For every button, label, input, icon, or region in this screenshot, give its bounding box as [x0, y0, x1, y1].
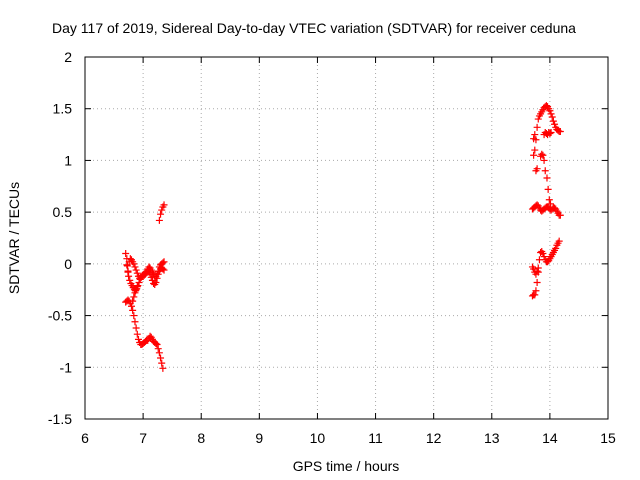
- data-point: [130, 260, 138, 268]
- data-point: [541, 167, 549, 175]
- data-point: [132, 286, 140, 294]
- data-point: [154, 345, 162, 353]
- y-tick-label: 0.5: [53, 204, 73, 220]
- data-point: [124, 267, 132, 275]
- data-point: [160, 266, 168, 274]
- data-point: [540, 253, 548, 261]
- data-point: [546, 200, 554, 208]
- data-point: [130, 293, 138, 301]
- data-point: [155, 216, 163, 224]
- axis-ticks: [84, 56, 609, 420]
- data-point: [133, 330, 141, 338]
- x-tick-label: 12: [426, 430, 442, 446]
- x-tick-label: 13: [484, 430, 500, 446]
- data-point: [549, 117, 557, 125]
- x-tick-label: 7: [139, 430, 147, 446]
- y-tick-label: 1: [64, 152, 72, 168]
- y-tick-label: -1.5: [48, 411, 72, 427]
- y-tick-label: -1: [60, 359, 73, 375]
- data-point: [154, 267, 162, 275]
- data-point: [556, 127, 564, 135]
- data-points: [122, 102, 564, 372]
- x-tick-label: 9: [255, 430, 263, 446]
- y-tick-labels: -1.5 -1 -0.5 0 0.5 1 1.5 2: [48, 49, 72, 427]
- data-point: [540, 156, 548, 164]
- data-point: [152, 278, 160, 286]
- data-point: [129, 297, 137, 305]
- data-point: [534, 264, 542, 272]
- y-tick-label: -0.5: [48, 308, 72, 324]
- data-point: [131, 289, 139, 297]
- data-point: [153, 270, 161, 278]
- data-point: [546, 130, 554, 138]
- data-point: [157, 354, 165, 362]
- data-point: [532, 270, 540, 278]
- data-point: [530, 151, 538, 159]
- x-tick-label: 11: [368, 430, 383, 446]
- data-point: [159, 259, 167, 267]
- chart-title: Day 117 of 2019, Sidereal Day-to-day VTE…: [52, 20, 576, 36]
- data-point: [129, 306, 137, 314]
- data-point: [548, 113, 556, 121]
- data-point: [153, 341, 161, 349]
- data-point: [533, 123, 541, 131]
- data-point: [531, 291, 539, 299]
- data-point: [546, 107, 554, 115]
- data-point: [547, 129, 555, 137]
- data-point: [539, 151, 547, 159]
- data-point: [533, 267, 541, 275]
- data-point: [555, 237, 563, 245]
- y-tick-label: 2: [64, 49, 72, 65]
- data-point: [158, 359, 166, 367]
- x-tick-label: 6: [81, 430, 89, 446]
- y-tick-label: 1.5: [53, 101, 73, 117]
- data-point: [127, 302, 135, 310]
- data-point: [158, 206, 166, 214]
- data-point: [133, 269, 141, 277]
- data-point: [534, 115, 542, 123]
- data-point: [531, 131, 539, 139]
- data-point: [133, 283, 141, 291]
- data-point: [155, 349, 163, 357]
- data-point: [160, 201, 168, 209]
- x-tick-labels: 6 7 8 9 10 11 12 13 14 15: [81, 430, 616, 446]
- data-point: [545, 196, 553, 204]
- x-tick-label: 14: [542, 430, 558, 446]
- data-point: [126, 276, 134, 284]
- data-point: [547, 110, 555, 118]
- grid-lines: [85, 57, 608, 419]
- data-point: [556, 211, 564, 219]
- data-point: [552, 244, 560, 252]
- x-axis-title: GPS time / hours: [293, 458, 400, 474]
- data-point: [533, 165, 541, 173]
- data-point: [132, 266, 140, 274]
- data-point: [160, 258, 168, 266]
- data-point: [159, 364, 167, 372]
- data-point: [134, 335, 142, 343]
- data-point: [130, 312, 138, 320]
- data-point: [532, 287, 540, 295]
- data-point: [122, 250, 130, 258]
- data-point: [539, 250, 547, 258]
- data-point: [132, 324, 140, 332]
- data-point: [538, 150, 546, 158]
- data-point: [544, 185, 552, 193]
- data-point: [157, 210, 165, 218]
- data-point: [131, 263, 139, 271]
- plot-border: [84, 56, 609, 420]
- data-point: [551, 120, 559, 128]
- x-tick-label: 8: [197, 430, 205, 446]
- y-tick-label: 0: [64, 256, 72, 272]
- data-point: [152, 339, 160, 347]
- y-axis-title: SDTVAR / TECUs: [6, 182, 22, 294]
- x-tick-label: 15: [600, 430, 616, 446]
- data-point: [543, 174, 551, 182]
- data-point: [131, 318, 139, 326]
- data-point: [533, 278, 541, 286]
- data-point: [531, 146, 539, 154]
- x-tick-label: 10: [310, 430, 326, 446]
- data-point: [530, 135, 538, 143]
